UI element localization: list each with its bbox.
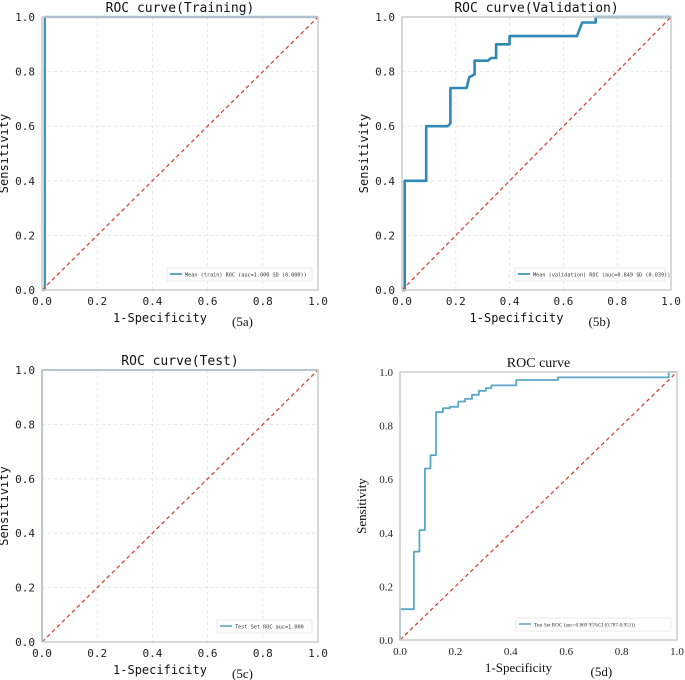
y-axis-label-5c: Sensitivity — [0, 466, 11, 545]
x-tick-label-5c-3: 0.6 — [198, 647, 218, 660]
y-tick-label-5a-2: 0.4 — [15, 175, 35, 188]
x-tick-label-5d-1: 0.2 — [449, 646, 463, 658]
chart-title-5b: ROC curve(Validation) — [454, 1, 618, 16]
x-tick-label-5b-0: 0.0 — [392, 295, 412, 308]
chart-title-5a: ROC curve(Training) — [106, 1, 255, 16]
x-tick-label-5a-0: 0.0 — [32, 295, 52, 308]
y-tick-label-5c-5: 1.0 — [15, 364, 35, 377]
y-tick-label-5d-1: 0.2 — [379, 581, 393, 593]
y-tick-label-5a-0: 0.0 — [15, 284, 35, 297]
y-tick-label-5c-4: 0.8 — [15, 418, 35, 431]
x-axis-label-5c: 1-Specificity — [113, 663, 207, 677]
x-axis-label-5a: 1-Specificity — [113, 311, 207, 325]
y-tick-label-5a-4: 0.8 — [15, 66, 35, 79]
plot-frame-5b — [401, 16, 672, 291]
x-tick-label-5c-2: 0.4 — [142, 647, 162, 660]
x-tick-label-5b-5: 1.0 — [661, 295, 681, 308]
x-axis-label-5b: 1-Specificity — [470, 311, 564, 325]
y-tick-label-5d-3: 0.6 — [379, 474, 393, 486]
chart-title-5d: ROC curve — [507, 356, 570, 371]
roc-curve-5d — [399, 371, 677, 640]
y-tick-label-5b-5: 1.0 — [375, 11, 395, 24]
y-tick-label-5a-1: 0.2 — [15, 229, 35, 242]
x-tick-label-5a-5: 1.0 — [308, 295, 328, 308]
legend-label-5a: Mean (train) ROC (auc=1.000 SD (0.000)) — [185, 273, 307, 279]
x-tick-label-5d-2: 0.4 — [504, 646, 518, 658]
plot-frame-5d — [399, 371, 678, 641]
panel-caption-5b: (5b) — [589, 314, 611, 329]
chart-title-5c: ROC curve(Test) — [121, 354, 238, 369]
y-tick-label-5a-5: 1.0 — [15, 11, 35, 24]
legend-box-5b — [514, 267, 666, 282]
y-tick-label-5b-4: 0.8 — [375, 66, 395, 79]
x-tick-label-5c-4: 0.8 — [253, 647, 273, 660]
x-tick-label-5a-4: 0.8 — [253, 295, 273, 308]
x-tick-label-5d-3: 0.6 — [559, 646, 573, 658]
x-tick-label-5b-1: 0.2 — [446, 295, 466, 308]
chance-line-5b — [401, 16, 672, 291]
legend-box-5d — [515, 617, 672, 632]
chance-line-5d — [399, 371, 678, 641]
y-tick-label-5d-0: 0.0 — [379, 635, 393, 647]
x-tick-label-5b-3: 0.6 — [553, 295, 573, 308]
y-tick-label-5c-1: 0.2 — [15, 582, 35, 595]
x-tick-label-5c-5: 1.0 — [308, 647, 328, 660]
x-tick-label-5a-1: 0.2 — [87, 295, 107, 308]
x-tick-label-5b-4: 0.8 — [607, 295, 627, 308]
legend-label-5b: Mean (validation) ROC (auc=0.849 SD (0.0… — [533, 273, 670, 279]
panel-caption-5d: (5d) — [591, 664, 613, 679]
y-axis-label-5b: Sensitivity — [357, 114, 371, 193]
x-tick-label-5c-0: 0.0 — [32, 647, 52, 660]
y-tick-label-5b-3: 0.6 — [375, 120, 395, 133]
y-tick-label-5a-3: 0.6 — [15, 120, 35, 133]
y-tick-label-5b-0: 0.0 — [375, 284, 395, 297]
panel-5b: 0.0 0.2 0.4 0.6 0.8 1.0 0.0 0.2 0.4 0.6 0.8 1.0 ROC … — [357, 1, 681, 329]
panel-5a: 0.0 0.2 0.4 0.6 0.8 1.0 0.0 0.2 0.4 0.6 0.8 1.0 ROC … — [0, 1, 328, 329]
x-tick-label-5d-4: 0.8 — [615, 646, 629, 658]
legend-label-5d: Test Set ROC (auc=0.869 95%CI (0.787-0.9… — [534, 622, 635, 629]
x-tick-label-5c-1: 0.2 — [87, 647, 107, 660]
y-axis-label-5d: Sensitivity — [354, 478, 369, 534]
legend-box-5c — [216, 619, 313, 634]
x-tick-label-5a-2: 0.4 — [142, 295, 162, 308]
plot-frame-5c — [41, 369, 319, 643]
legend-label-5c: Test Set ROC auc=1.000 — [235, 625, 304, 631]
plot-frame-5a — [41, 16, 319, 291]
chance-line-5c — [41, 369, 319, 643]
x-tick-label-5d-5: 1.0 — [670, 646, 684, 658]
y-tick-label-5c-3: 0.6 — [15, 473, 35, 486]
y-tick-label-5b-1: 0.2 — [375, 229, 395, 242]
panel-caption-5a: (5a) — [232, 314, 253, 329]
roc-curve-5b — [402, 15, 671, 292]
y-tick-label-5c-2: 0.4 — [15, 527, 35, 540]
y-tick-label-5d-5: 1.0 — [379, 367, 393, 379]
y-tick-label-5c-0: 0.0 — [15, 636, 35, 649]
panel-5d: 0.0 0.2 0.4 0.6 0.8 1.0 0.0 0.2 0.4 0.6 0.8 1.0 ROC … — [354, 356, 684, 679]
y-tick-label-5d-4: 0.8 — [379, 421, 393, 433]
x-tick-label-5b-2: 0.4 — [500, 295, 520, 308]
x-tick-label-5a-3: 0.6 — [198, 295, 218, 308]
legend-box-5a — [166, 267, 313, 282]
y-tick-label-5d-2: 0.4 — [379, 528, 393, 540]
panel-5c: 0.0 0.2 0.4 0.6 0.8 1.0 0.0 0.2 0.4 0.6 0.8 1.0 ROC … — [0, 354, 328, 680]
x-tick-label-5d-0: 0.0 — [393, 646, 407, 658]
y-tick-label-5b-2: 0.4 — [375, 175, 395, 188]
y-axis-label-5a: Sensitivity — [0, 114, 11, 193]
x-axis-label-5d: 1-Specificity — [485, 660, 553, 675]
panel-caption-5c: (5c) — [232, 666, 253, 680]
chance-line-5a — [41, 16, 319, 291]
